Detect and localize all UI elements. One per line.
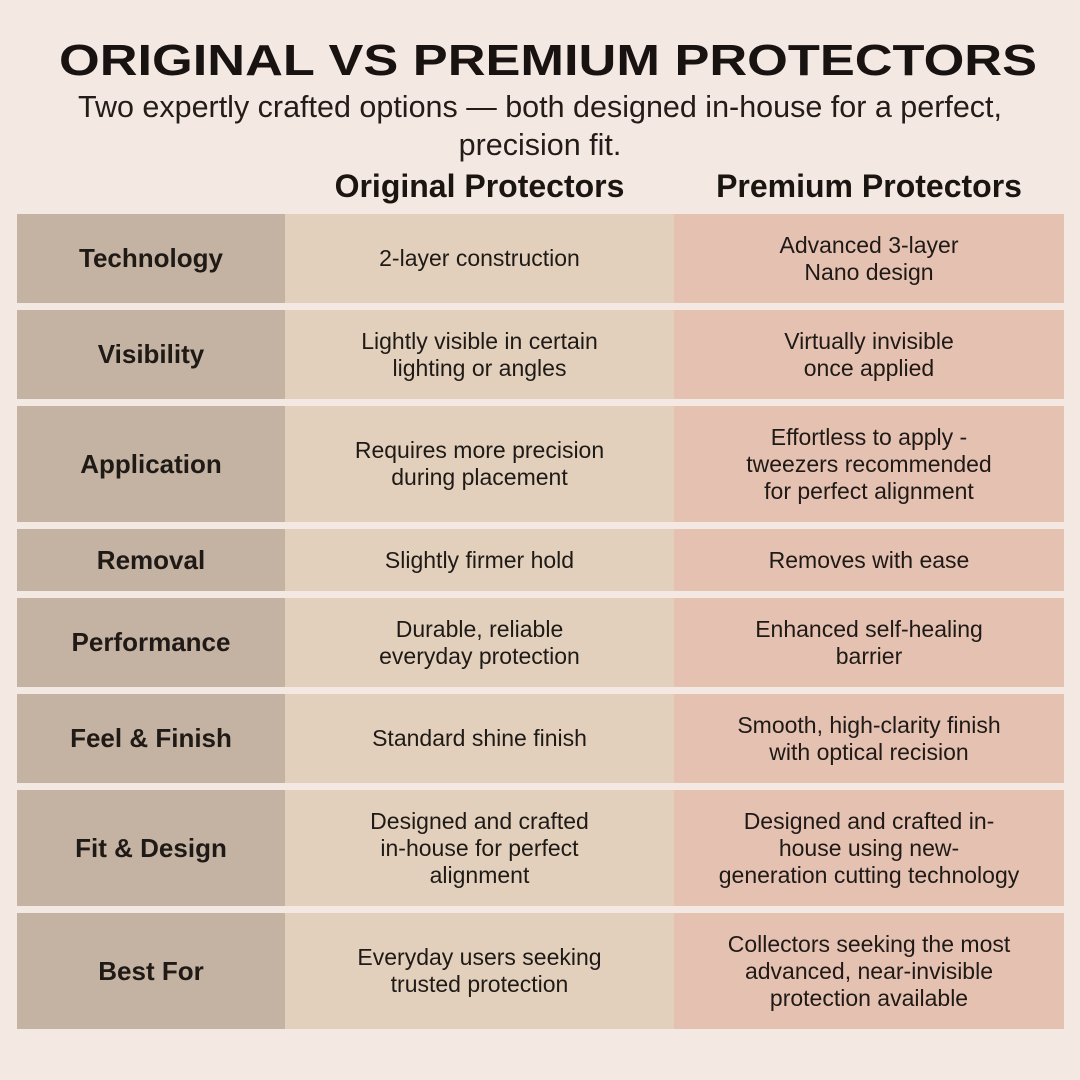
svg-text:ORIGINAL VS PREMIUM PROTECTORS: ORIGINAL VS PREMIUM PROTECTORS	[59, 36, 1037, 85]
